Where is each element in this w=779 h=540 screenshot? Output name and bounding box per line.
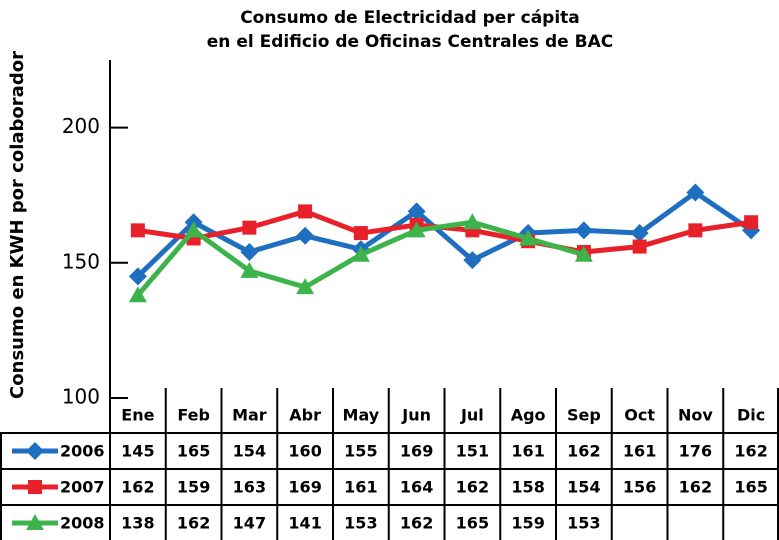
- table-cell: 153: [567, 514, 600, 533]
- table-cell: 164: [400, 478, 433, 497]
- x-tick-label: Feb: [177, 406, 210, 425]
- marker: [407, 202, 426, 221]
- marker: [574, 245, 593, 262]
- table-cell: 162: [567, 442, 600, 461]
- series-line: [136, 189, 753, 279]
- x-tick-label: May: [343, 406, 380, 425]
- legend-marker: [26, 442, 44, 460]
- table-cell: 162: [121, 478, 154, 497]
- marker: [296, 278, 315, 295]
- marker: [351, 245, 370, 262]
- x-tick-label: Oct: [624, 406, 655, 425]
- chart-title: en el Edificio de Oficinas Centrales de …: [207, 32, 613, 52]
- table-cell: 165: [456, 514, 489, 533]
- x-tick-label: Dic: [737, 406, 765, 425]
- legend-label: 2006: [60, 442, 105, 461]
- marker: [353, 226, 368, 241]
- marker: [240, 242, 259, 261]
- legend-marker: [28, 480, 42, 494]
- marker: [574, 221, 593, 240]
- marker: [407, 221, 426, 238]
- legend-label: 2008: [60, 514, 105, 533]
- marker: [128, 286, 147, 303]
- table-cell: 154: [567, 478, 600, 497]
- x-tick-label: Mar: [232, 406, 267, 425]
- x-tick-label: Ago: [511, 406, 546, 425]
- legend-label: 2007: [60, 478, 105, 497]
- x-tick-label: Jun: [401, 406, 431, 425]
- table-cell: 163: [233, 478, 266, 497]
- table-cell: 161: [623, 442, 656, 461]
- table-cell: 169: [288, 478, 321, 497]
- x-tick-label: Sep: [567, 406, 601, 425]
- table-cell: 161: [511, 442, 544, 461]
- table-cell: 162: [400, 514, 433, 533]
- table-cell: 162: [177, 514, 210, 533]
- table-cell: 161: [344, 478, 377, 497]
- marker: [463, 251, 482, 270]
- x-tick-label: Abr: [289, 406, 321, 425]
- table-cell: 160: [288, 442, 321, 461]
- marker: [686, 183, 705, 202]
- x-tick-label: Nov: [678, 406, 713, 425]
- legend-marker: [26, 514, 44, 530]
- marker: [184, 221, 203, 238]
- table-cell: 138: [121, 514, 154, 533]
- marker: [519, 229, 538, 246]
- table-cell: 162: [456, 478, 489, 497]
- marker: [130, 223, 145, 238]
- x-tick-label: Jul: [460, 406, 484, 425]
- table-cell: 159: [177, 478, 210, 497]
- table-cell: 165: [734, 478, 767, 497]
- marker: [632, 239, 647, 254]
- x-tick-label: Ene: [121, 406, 154, 425]
- table-cell: 154: [233, 442, 266, 461]
- marker: [744, 215, 759, 230]
- marker: [296, 226, 315, 245]
- marker: [298, 204, 313, 219]
- y-tick-label: 200: [62, 114, 100, 138]
- table-cell: 145: [121, 442, 154, 461]
- table-cell: 155: [344, 442, 377, 461]
- marker: [128, 267, 147, 286]
- table-cell: 156: [623, 478, 656, 497]
- y-axis-label: Consumo en KWH por colaborador: [7, 51, 28, 399]
- table-cell: 141: [288, 514, 321, 533]
- table-cell: 151: [456, 442, 489, 461]
- marker: [463, 213, 482, 230]
- table-cell: 159: [511, 514, 544, 533]
- y-tick-label: 150: [62, 249, 100, 273]
- table-cell: 176: [679, 442, 712, 461]
- table-cell: 147: [233, 514, 266, 533]
- table-cell: 165: [177, 442, 210, 461]
- chart-title: Consumo de Electricidad per cápita: [240, 8, 580, 28]
- table-cell: 158: [511, 478, 544, 497]
- y-tick-label: 100: [62, 385, 100, 409]
- table-cell: 162: [679, 478, 712, 497]
- table-cell: 169: [400, 442, 433, 461]
- table-cell: 153: [344, 514, 377, 533]
- marker: [242, 220, 257, 235]
- marker: [688, 223, 703, 238]
- marker: [240, 261, 259, 278]
- table-cell: 162: [734, 442, 767, 461]
- marker: [630, 224, 649, 243]
